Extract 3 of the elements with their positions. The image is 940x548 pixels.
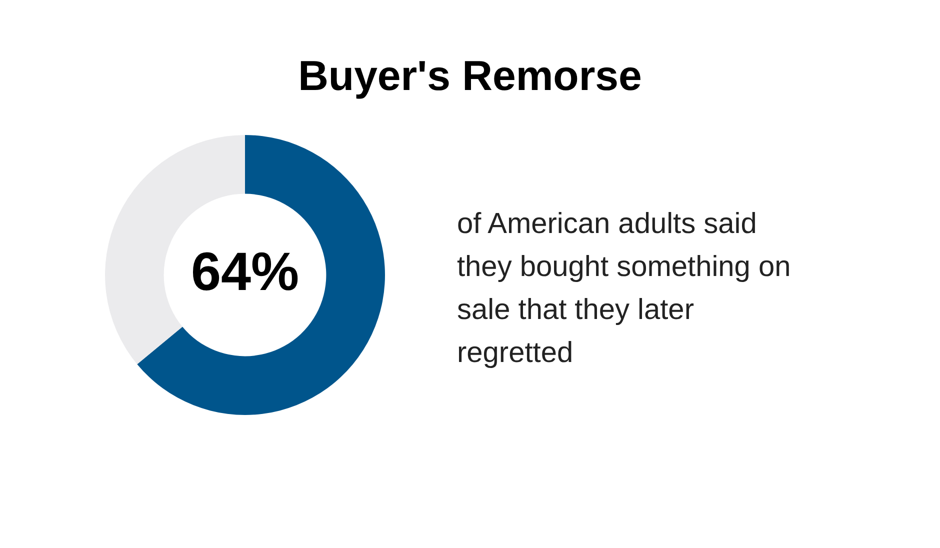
text: of American adults said they bought something on sale that they later regretted [457,207,792,371]
text: Buyer's Remorse [297,52,643,100]
data-label: 64% [190,242,300,302]
